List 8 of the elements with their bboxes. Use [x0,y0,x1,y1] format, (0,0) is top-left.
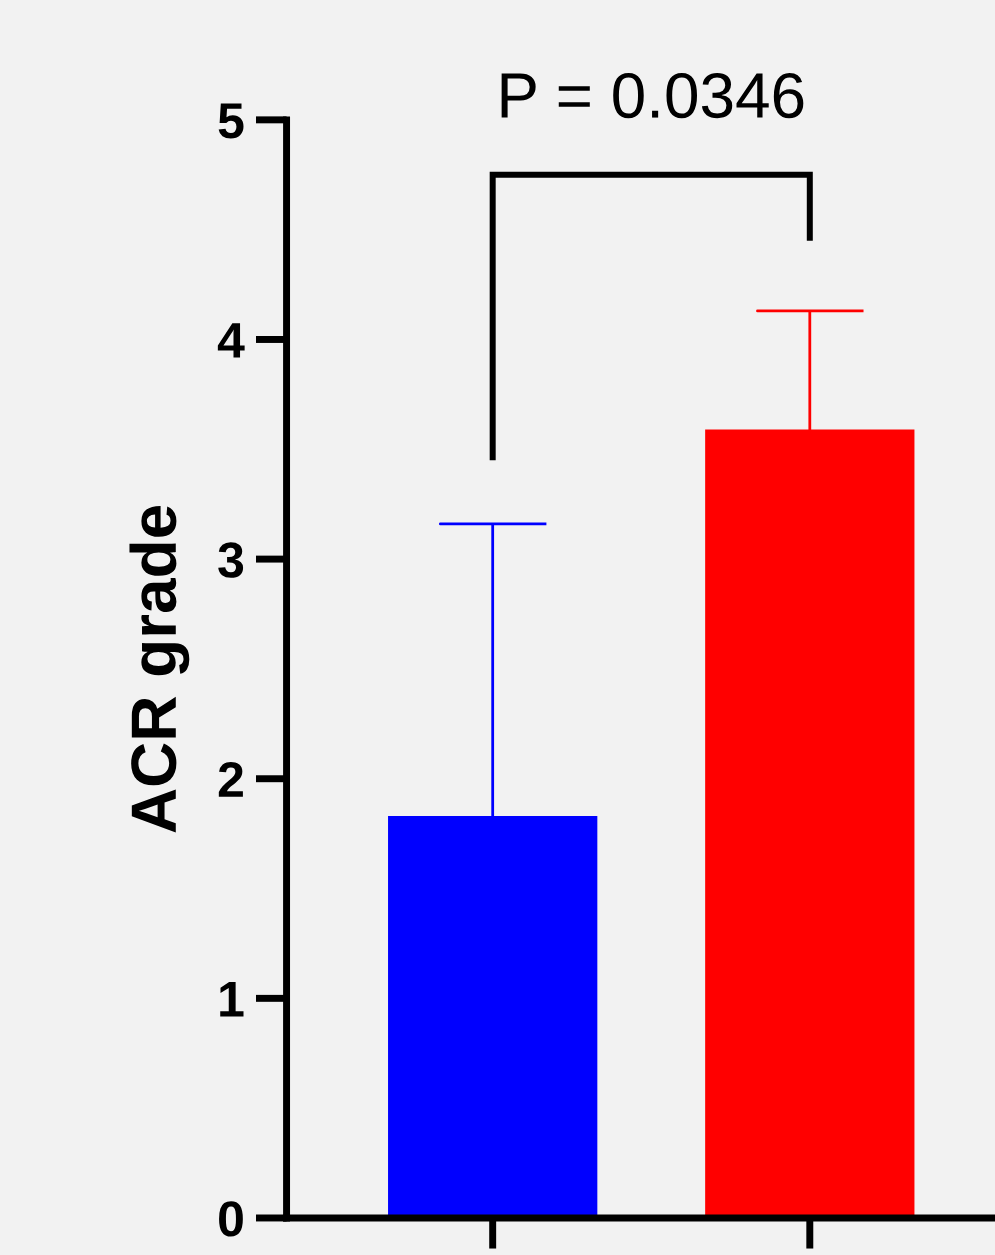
y-tick-label: 3 [218,542,244,578]
y-axis-title: ACR grade [129,506,190,833]
y-tick-label: 5 [218,103,244,139]
text: P = 0.0346 [501,72,804,119]
y-tick-label: 4 [217,323,245,358]
y-tick-label: 0 [219,1201,243,1237]
y-tick-label: 2 [218,761,243,797]
y-tick-label: 1 [220,982,244,1017]
